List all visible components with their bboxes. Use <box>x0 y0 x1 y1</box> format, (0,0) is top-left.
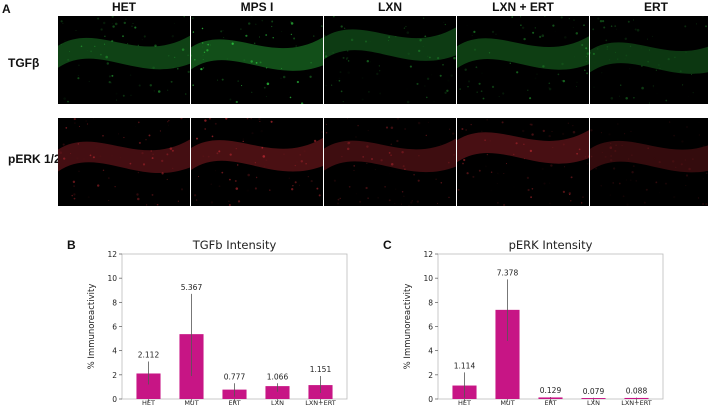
column-label-lxn-ert: LXN + ERT <box>492 0 554 14</box>
plot-frame <box>437 253 664 400</box>
row-label-perk: pERK 1/2 <box>8 152 61 166</box>
value-label: 0.079 <box>583 387 605 396</box>
micrograph-tile <box>58 16 190 104</box>
bar <box>538 397 563 399</box>
micrograph-tile <box>191 16 323 104</box>
micrograph-tile <box>457 118 589 206</box>
y-tick-label: 8 <box>112 298 117 307</box>
micrograph-tile <box>457 16 589 104</box>
value-label: 0.777 <box>224 372 246 381</box>
y-axis-label: % Immunoreactivity <box>403 284 413 370</box>
y-tick-label: 6 <box>428 323 433 332</box>
y-axis-label: % Immunoreactivity <box>87 284 97 370</box>
bar <box>265 386 290 399</box>
panel-letter-c: C <box>383 238 392 252</box>
micrograph-tile <box>58 118 190 206</box>
y-tick-label: 10 <box>107 274 117 283</box>
y-tick-label: 6 <box>112 323 117 332</box>
micrograph-tile <box>324 16 456 104</box>
micrograph-tile <box>590 16 708 104</box>
x-tick-label: MUT <box>500 399 514 406</box>
x-tick-label: MUT <box>184 399 198 406</box>
x-tick-label: ERT <box>544 399 556 406</box>
column-label-het: HET <box>112 0 136 14</box>
value-label: 1.114 <box>454 361 476 370</box>
x-tick-label: ERT <box>228 399 240 406</box>
y-tick-label: 4 <box>428 347 433 356</box>
column-label-lxn: LXN <box>378 0 402 14</box>
x-tick-label: LXN+ERT <box>305 399 336 406</box>
panel-letter-a: A <box>2 2 11 16</box>
x-tick-label: LXN <box>271 399 284 406</box>
value-label: 5.367 <box>181 283 203 292</box>
y-tick-label: 4 <box>112 347 117 356</box>
bar <box>581 398 606 399</box>
x-tick-label: LXN+ERT <box>621 399 652 406</box>
chart-title: TGFb Intensity <box>192 238 277 252</box>
micrograph-tile <box>324 118 456 206</box>
y-tick-label: 12 <box>423 250 433 259</box>
y-tick-label: 8 <box>428 298 433 307</box>
row-label-tgfb: TGFβ <box>8 56 40 70</box>
y-tick-label: 0 <box>112 395 117 404</box>
chart-title: pERK Intensity <box>509 238 593 252</box>
value-label: 1.066 <box>267 372 289 381</box>
y-tick-label: 10 <box>423 274 433 283</box>
micrograph-tile <box>191 118 323 206</box>
y-tick-label: 2 <box>428 371 433 380</box>
panel-letter-b: B <box>67 238 76 252</box>
value-label: 2.112 <box>138 351 160 360</box>
column-label-mps1: MPS I <box>240 0 274 14</box>
value-label: 0.088 <box>626 387 648 396</box>
value-label: 0.129 <box>540 386 562 395</box>
tgfb-bar-chart: TGFb Intensity % Immunoreactivity 0 2 4 6 8 10 1… <box>87 238 348 406</box>
perk-bar-chart: pERK Intensity % Immunoreactivity 0 2 4 6 8 10 1… <box>403 238 664 406</box>
column-label-ert: ERT <box>644 0 668 14</box>
x-tick-label: LXN <box>587 399 600 406</box>
bar <box>624 397 649 399</box>
y-tick-label: 12 <box>107 250 117 259</box>
x-tick-label: HET <box>458 399 471 406</box>
micrograph-tile <box>590 118 708 206</box>
value-label: 7.378 <box>497 268 519 277</box>
y-tick-label: 0 <box>428 395 433 404</box>
x-tick-label: HET <box>142 399 155 406</box>
value-label: 1.151 <box>310 365 332 374</box>
y-tick-label: 2 <box>112 371 117 380</box>
